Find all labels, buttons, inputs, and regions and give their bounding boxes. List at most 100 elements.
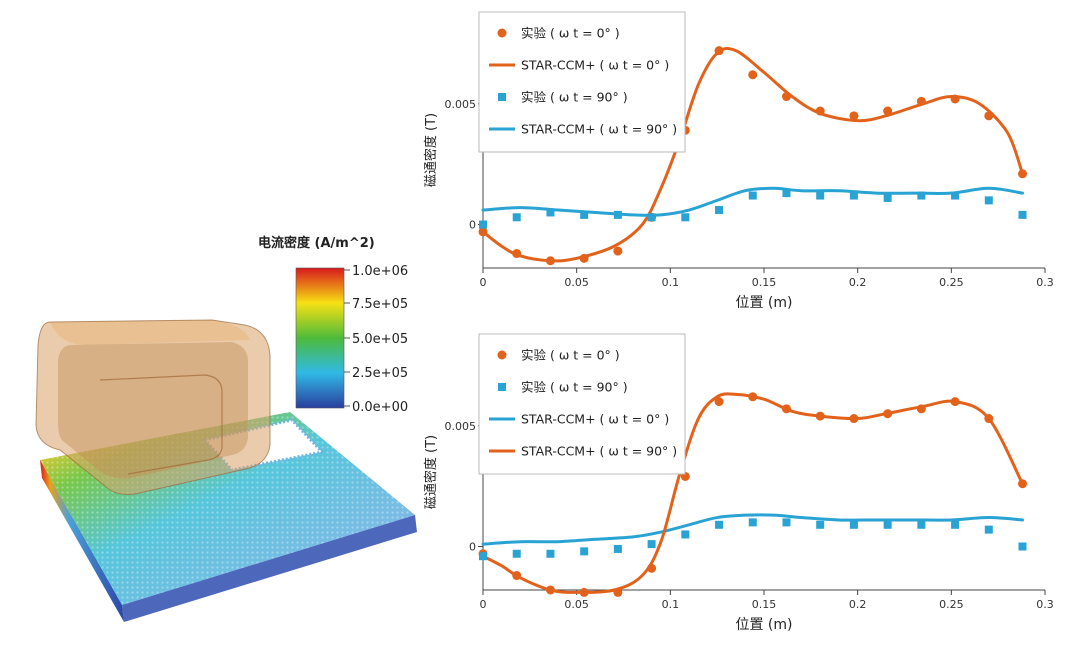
x-tick-label: 0.2 xyxy=(849,598,867,611)
legend-label: 实验 ( ω t = 0° ) xyxy=(521,26,620,41)
data-point xyxy=(513,550,521,558)
y-axis-label: 磁通密度 (T) xyxy=(423,113,439,187)
legend-label: 实验 ( ω t = 90° ) xyxy=(521,90,628,105)
data-point xyxy=(850,521,858,529)
colorbar-tick-label: 1.0e+06 xyxy=(352,264,408,279)
data-point xyxy=(849,111,858,120)
data-point xyxy=(985,196,993,204)
data-point xyxy=(580,254,589,263)
data-point xyxy=(951,397,960,406)
data-point xyxy=(513,213,521,221)
data-point xyxy=(748,392,757,401)
data-point xyxy=(715,397,724,406)
data-point xyxy=(984,111,993,120)
legend: 实验 ( ω t = 0° ) 实验 ( ω t = 90° ) STAR-CCM+… xyxy=(479,334,685,474)
data-point xyxy=(782,189,790,197)
y-axis-label: 磁通密度 (T) xyxy=(423,435,439,509)
legend-label: STAR-CCM+ ( ω t = 90° ) xyxy=(521,444,677,459)
legend: 实验 ( ω t = 0° ) STAR-CCM+ ( ω t = 0° ) 实验 … xyxy=(479,12,685,152)
data-point xyxy=(917,97,926,106)
data-point xyxy=(580,547,588,555)
data-point xyxy=(613,588,622,597)
colorbar-tick-label: 2.5e+05 xyxy=(352,366,408,381)
data-point xyxy=(782,92,791,101)
data-point xyxy=(479,227,488,236)
data-point xyxy=(546,586,555,595)
x-tick-label: 0.15 xyxy=(752,276,777,289)
y-tick-label: 0 xyxy=(469,219,476,232)
data-point xyxy=(715,521,723,529)
data-point xyxy=(715,46,724,55)
data-point xyxy=(782,404,791,413)
legend-label: STAR-CCM+ ( ω t = 0° ) xyxy=(521,412,669,427)
field-svg: 电流密度 (A/m^2) 1.0e+06 7.5e+05 5.0e+05 2.5… xyxy=(0,0,440,653)
legend-label: STAR-CCM+ ( ω t = 0° ) xyxy=(521,58,669,73)
data-point xyxy=(1018,479,1027,488)
x-tick-label: 0.3 xyxy=(1036,598,1054,611)
data-point xyxy=(546,256,555,265)
data-point xyxy=(884,521,892,529)
data-point xyxy=(816,521,824,529)
data-point xyxy=(816,412,825,421)
legend-label: STAR-CCM+ ( ω t = 90° ) xyxy=(521,122,677,137)
data-point xyxy=(985,526,993,534)
data-point xyxy=(681,213,689,221)
chart-top-svg: 0 0.05 0.1 0.15 0.2 0.25 0.3 0 0.005 位置 (m) 磁通密度 (… xyxy=(415,0,1080,320)
data-point xyxy=(613,247,622,256)
x-tick-label: 0.3 xyxy=(1036,276,1054,289)
colorbar-tick-label: 5.0e+05 xyxy=(352,332,408,347)
data-point xyxy=(479,552,487,560)
data-point xyxy=(748,70,757,79)
data-point xyxy=(951,192,959,200)
data-point xyxy=(884,194,892,202)
y-tick-label: 0 xyxy=(469,541,476,554)
data-point xyxy=(546,550,554,558)
data-point xyxy=(917,192,925,200)
x-tick-label: 0.05 xyxy=(564,598,589,611)
data-point xyxy=(512,571,521,580)
data-point xyxy=(850,192,858,200)
legend-circle-swatch xyxy=(498,29,507,38)
data-point xyxy=(883,409,892,418)
x-tick-label: 0 xyxy=(480,598,487,611)
data-point xyxy=(648,540,656,548)
legend-label: 实验 ( ω t = 0° ) xyxy=(521,348,620,363)
chart-bottom: 0 0.05 0.1 0.15 0.2 0.25 0.3 0 0.005 位置 (m) 磁通密度 (… xyxy=(415,322,1080,642)
x-tick-label: 0.25 xyxy=(939,276,964,289)
data-point xyxy=(951,94,960,103)
data-point xyxy=(648,213,656,221)
x-tick-label: 0.1 xyxy=(662,598,680,611)
data-point xyxy=(1018,169,1027,178)
data-point xyxy=(512,249,521,258)
colorbar-title: 电流密度 (A/m^2) xyxy=(258,235,375,251)
x-tick-label: 0.2 xyxy=(849,276,867,289)
data-point xyxy=(614,211,622,219)
chart-bottom-svg: 0 0.05 0.1 0.15 0.2 0.25 0.300.005位置 (m)磁通密度 (… xyxy=(415,322,1080,642)
chart-top: 0 0.05 0.1 0.15 0.2 0.25 0.3 0 0.005 位置 (m) 磁通密度 (… xyxy=(415,0,1080,320)
legend-circle-swatch xyxy=(498,351,507,360)
data-point xyxy=(749,192,757,200)
data-point xyxy=(1019,543,1027,551)
data-point xyxy=(479,221,487,229)
data-point xyxy=(816,192,824,200)
data-point xyxy=(580,588,589,597)
data-point xyxy=(715,206,723,214)
legend-square-swatch xyxy=(498,93,506,101)
x-axis-label: 位置 (m) xyxy=(735,617,792,633)
series-2 xyxy=(479,518,1027,560)
x-tick-label: 0.05 xyxy=(564,276,589,289)
data-point xyxy=(917,521,925,529)
legend-square-swatch xyxy=(498,383,506,391)
data-point xyxy=(749,518,757,526)
data-point xyxy=(849,414,858,423)
colorbar xyxy=(296,268,344,408)
data-point xyxy=(917,404,926,413)
data-point xyxy=(580,211,588,219)
x-axis-label: 位置 (m) xyxy=(735,295,792,311)
colorbar-tick-label: 7.5e+05 xyxy=(352,297,408,312)
data-point xyxy=(951,521,959,529)
x-tick-label: 0 xyxy=(480,276,487,289)
data-point xyxy=(816,107,825,116)
legend-label: 实验 ( ω t = 90° ) xyxy=(521,380,628,395)
current-density-field-view: 电流密度 (A/m^2) 1.0e+06 7.5e+05 5.0e+05 2.5… xyxy=(0,0,440,653)
